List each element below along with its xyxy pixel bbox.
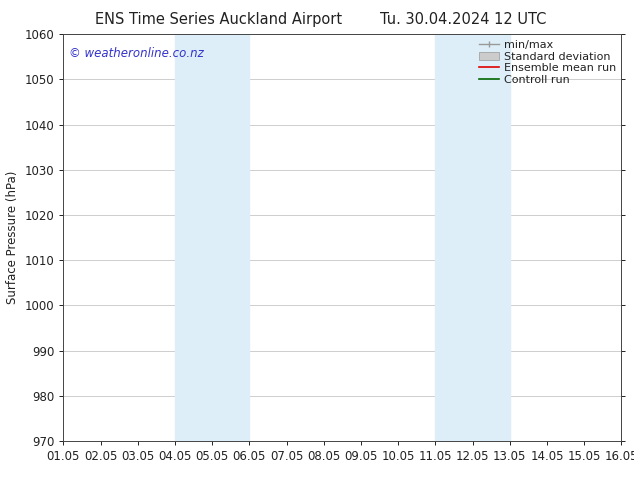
Text: © weatheronline.co.nz: © weatheronline.co.nz [69, 47, 204, 59]
Text: Tu. 30.04.2024 12 UTC: Tu. 30.04.2024 12 UTC [380, 12, 547, 27]
Y-axis label: Surface Pressure (hPa): Surface Pressure (hPa) [6, 171, 19, 304]
Bar [436, 34, 510, 441]
Legend: min/max, Standard deviation, Ensemble mean run, Controll run: min/max, Standard deviation, Ensemble me… [477, 38, 618, 87]
Text: ENS Time Series Auckland Airport: ENS Time Series Auckland Airport [95, 12, 342, 27]
Bar [175, 34, 249, 441]
